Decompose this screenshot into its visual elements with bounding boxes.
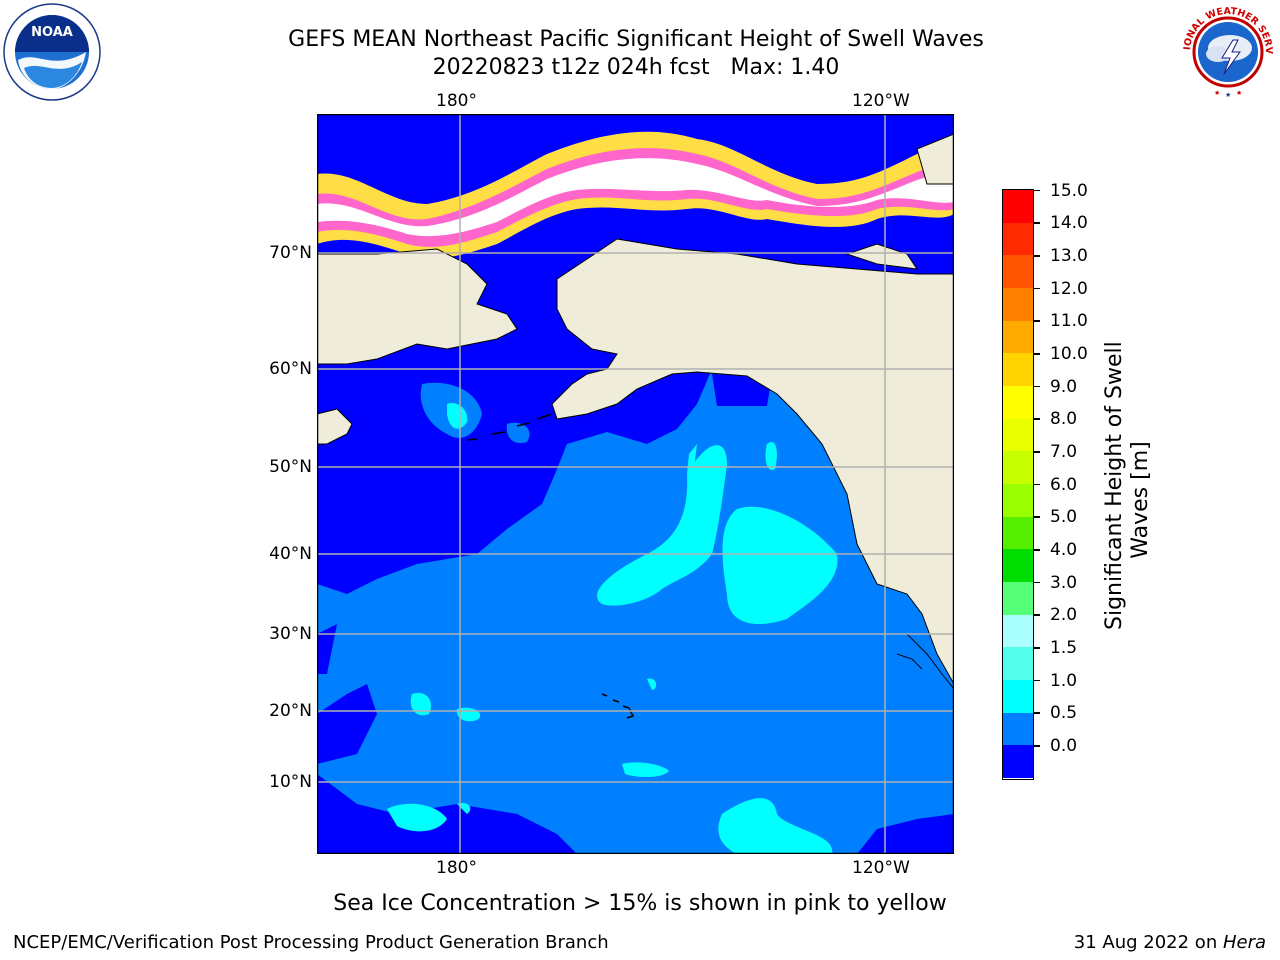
swell-high-patch-1: [597, 445, 727, 606]
noaa-logo: NOAA: [2, 2, 102, 102]
lat-label-70n: 70°N: [269, 243, 312, 263]
swell-high-patch-3: [718, 798, 833, 854]
lat-label-10n: 10°N: [269, 772, 312, 792]
svg-text:★: ★: [1225, 91, 1231, 99]
colorbar-segment: [1003, 647, 1033, 680]
colorbar-tick-mark: [1034, 745, 1040, 747]
colorbar-label: Significant Height of Swell Waves [m]: [1102, 341, 1158, 630]
colorbar-tick-mark: [1034, 549, 1040, 551]
aleutian-islands: [466, 413, 553, 441]
map-caption: Sea Ice Concentration > 15% is shown in …: [333, 891, 947, 916]
nws-logo: NATIONAL WEATHER SERVICE ★ ★ ★: [1178, 2, 1278, 102]
colorbar-tick-label: 3.0: [1050, 572, 1078, 593]
colorbar-segment: [1003, 614, 1033, 648]
colorbar-tick-label: 5.0: [1050, 507, 1078, 528]
lat-label-30n: 30°N: [269, 624, 312, 644]
colorbar-tick-label: 1.5: [1050, 637, 1078, 658]
swell-height-map: [317, 114, 954, 854]
colorbar-segment: [1003, 516, 1033, 550]
colorbar-tick-label: 7.0: [1050, 441, 1078, 462]
colorbar-tick-mark: [1034, 516, 1040, 518]
lon-label-top-120w: 120°W: [852, 91, 910, 111]
colorbar-tick-label: 2.0: [1050, 605, 1078, 626]
noaa-logo-text: NOAA: [31, 25, 73, 40]
colorbar-tick-label: 14.0: [1050, 213, 1088, 234]
map-frame: [317, 114, 954, 854]
land-chukotka: [317, 248, 518, 365]
colorbar-segment: [1003, 451, 1033, 484]
colorbar-segment: [1003, 679, 1033, 713]
colorbar-tick-mark: [1034, 255, 1040, 257]
chart-title: GEFS MEAN Northeast Pacific Significant …: [288, 27, 984, 52]
colorbar-segment: [1003, 712, 1033, 746]
ocean-low-band-west: [317, 684, 377, 764]
footer-host: Hera: [1222, 932, 1266, 953]
footer-date: 31 Aug 2022 on Hera: [1074, 932, 1266, 954]
colorbar-tick-mark: [1034, 287, 1040, 290]
colorbar-tick-label: 12.0: [1050, 278, 1088, 299]
colorbar-segment: [1003, 190, 1033, 223]
colorbar-tick-mark: [1034, 581, 1040, 584]
ocean-low-band-south: [317, 774, 577, 854]
lat-label-40n: 40°N: [269, 544, 312, 564]
chart-subtitle: 20220823 t12z 024h fcst Max: 1.40: [432, 55, 840, 80]
swell-high-patch-2: [722, 506, 838, 625]
land-alaska-canada: [551, 238, 954, 686]
colorbar-segment: [1003, 320, 1033, 354]
hawaii-islands: [601, 693, 635, 719]
footer-branch: NCEP/EMC/Verification Post Processing Pr…: [13, 932, 609, 953]
colorbar-tick-label: 11.0: [1050, 311, 1088, 332]
colorbar-tick-mark: [1034, 320, 1040, 322]
colorbar-tick-mark: [1034, 385, 1040, 388]
colorbar-tick-label: 8.0: [1050, 409, 1078, 430]
colorbar-tick-label: 9.0: [1050, 376, 1078, 397]
lat-label-60n: 60°N: [269, 359, 312, 379]
colorbar-tick-label: 0.5: [1050, 703, 1078, 724]
colorbar-segment: [1003, 549, 1033, 582]
colorbar-segment: [1003, 287, 1033, 321]
graticule: [317, 114, 954, 854]
lon-label-top-180: 180°: [436, 91, 477, 111]
lon-label-bottom-180: 180°: [436, 858, 477, 878]
colorbar-tick-mark: [1034, 483, 1040, 486]
lat-label-50n: 50°N: [269, 457, 312, 477]
colorbar-tick-mark: [1034, 189, 1040, 192]
colorbar: [1002, 189, 1034, 780]
colorbar-segment: [1003, 581, 1033, 615]
colorbar-tick-label: 13.0: [1050, 245, 1088, 266]
colorbar-segment: [1003, 255, 1033, 288]
colorbar-tick-mark: [1034, 679, 1040, 682]
lon-label-bottom-120w: 120°W: [852, 858, 910, 878]
colorbar-tick-mark: [1034, 418, 1040, 420]
colorbar-tick-mark: [1034, 451, 1040, 453]
colorbar-tick-label: 10.0: [1050, 343, 1088, 364]
colorbar-tick-label: 15.0: [1050, 180, 1088, 201]
colorbar-segment: [1003, 483, 1033, 517]
colorbar-tick-mark: [1034, 647, 1040, 649]
colorbar-ticks: 15.0 14.0 13.0 12.0 11.0 10.0 9.0 8.0 7.0 6.0 5.0 4…: [1034, 181, 1124, 780]
svg-text:★: ★: [1236, 89, 1242, 97]
open-ice-white: [317, 158, 954, 237]
colorbar-segment: [1003, 418, 1033, 452]
colorbar-tick-label: 0.0: [1050, 735, 1078, 756]
colorbar-tick-mark: [1034, 614, 1040, 616]
colorbar-segment: [1003, 745, 1033, 778]
colorbar-tick-mark: [1034, 222, 1040, 224]
footer-date-text: 31 Aug 2022 on: [1073, 932, 1223, 953]
svg-text:★: ★: [1214, 89, 1220, 97]
colorbar-label-line1: Significant Height of Swell: [1102, 341, 1127, 630]
colorbar-label-line2: Waves [m]: [1128, 441, 1153, 559]
colorbar-segment: [1003, 385, 1033, 419]
colorbar-tick-mark: [1034, 353, 1040, 355]
colorbar-tick-label: 4.0: [1050, 539, 1078, 560]
colorbar-tick-mark: [1034, 712, 1040, 714]
colorbar-tick-label: 6.0: [1050, 474, 1078, 495]
colorbar-segment: [1003, 353, 1033, 386]
lat-label-20n: 20°N: [269, 701, 312, 721]
colorbar-tick-label: 1.0: [1050, 670, 1078, 691]
colorbar-segment: [1003, 222, 1033, 256]
